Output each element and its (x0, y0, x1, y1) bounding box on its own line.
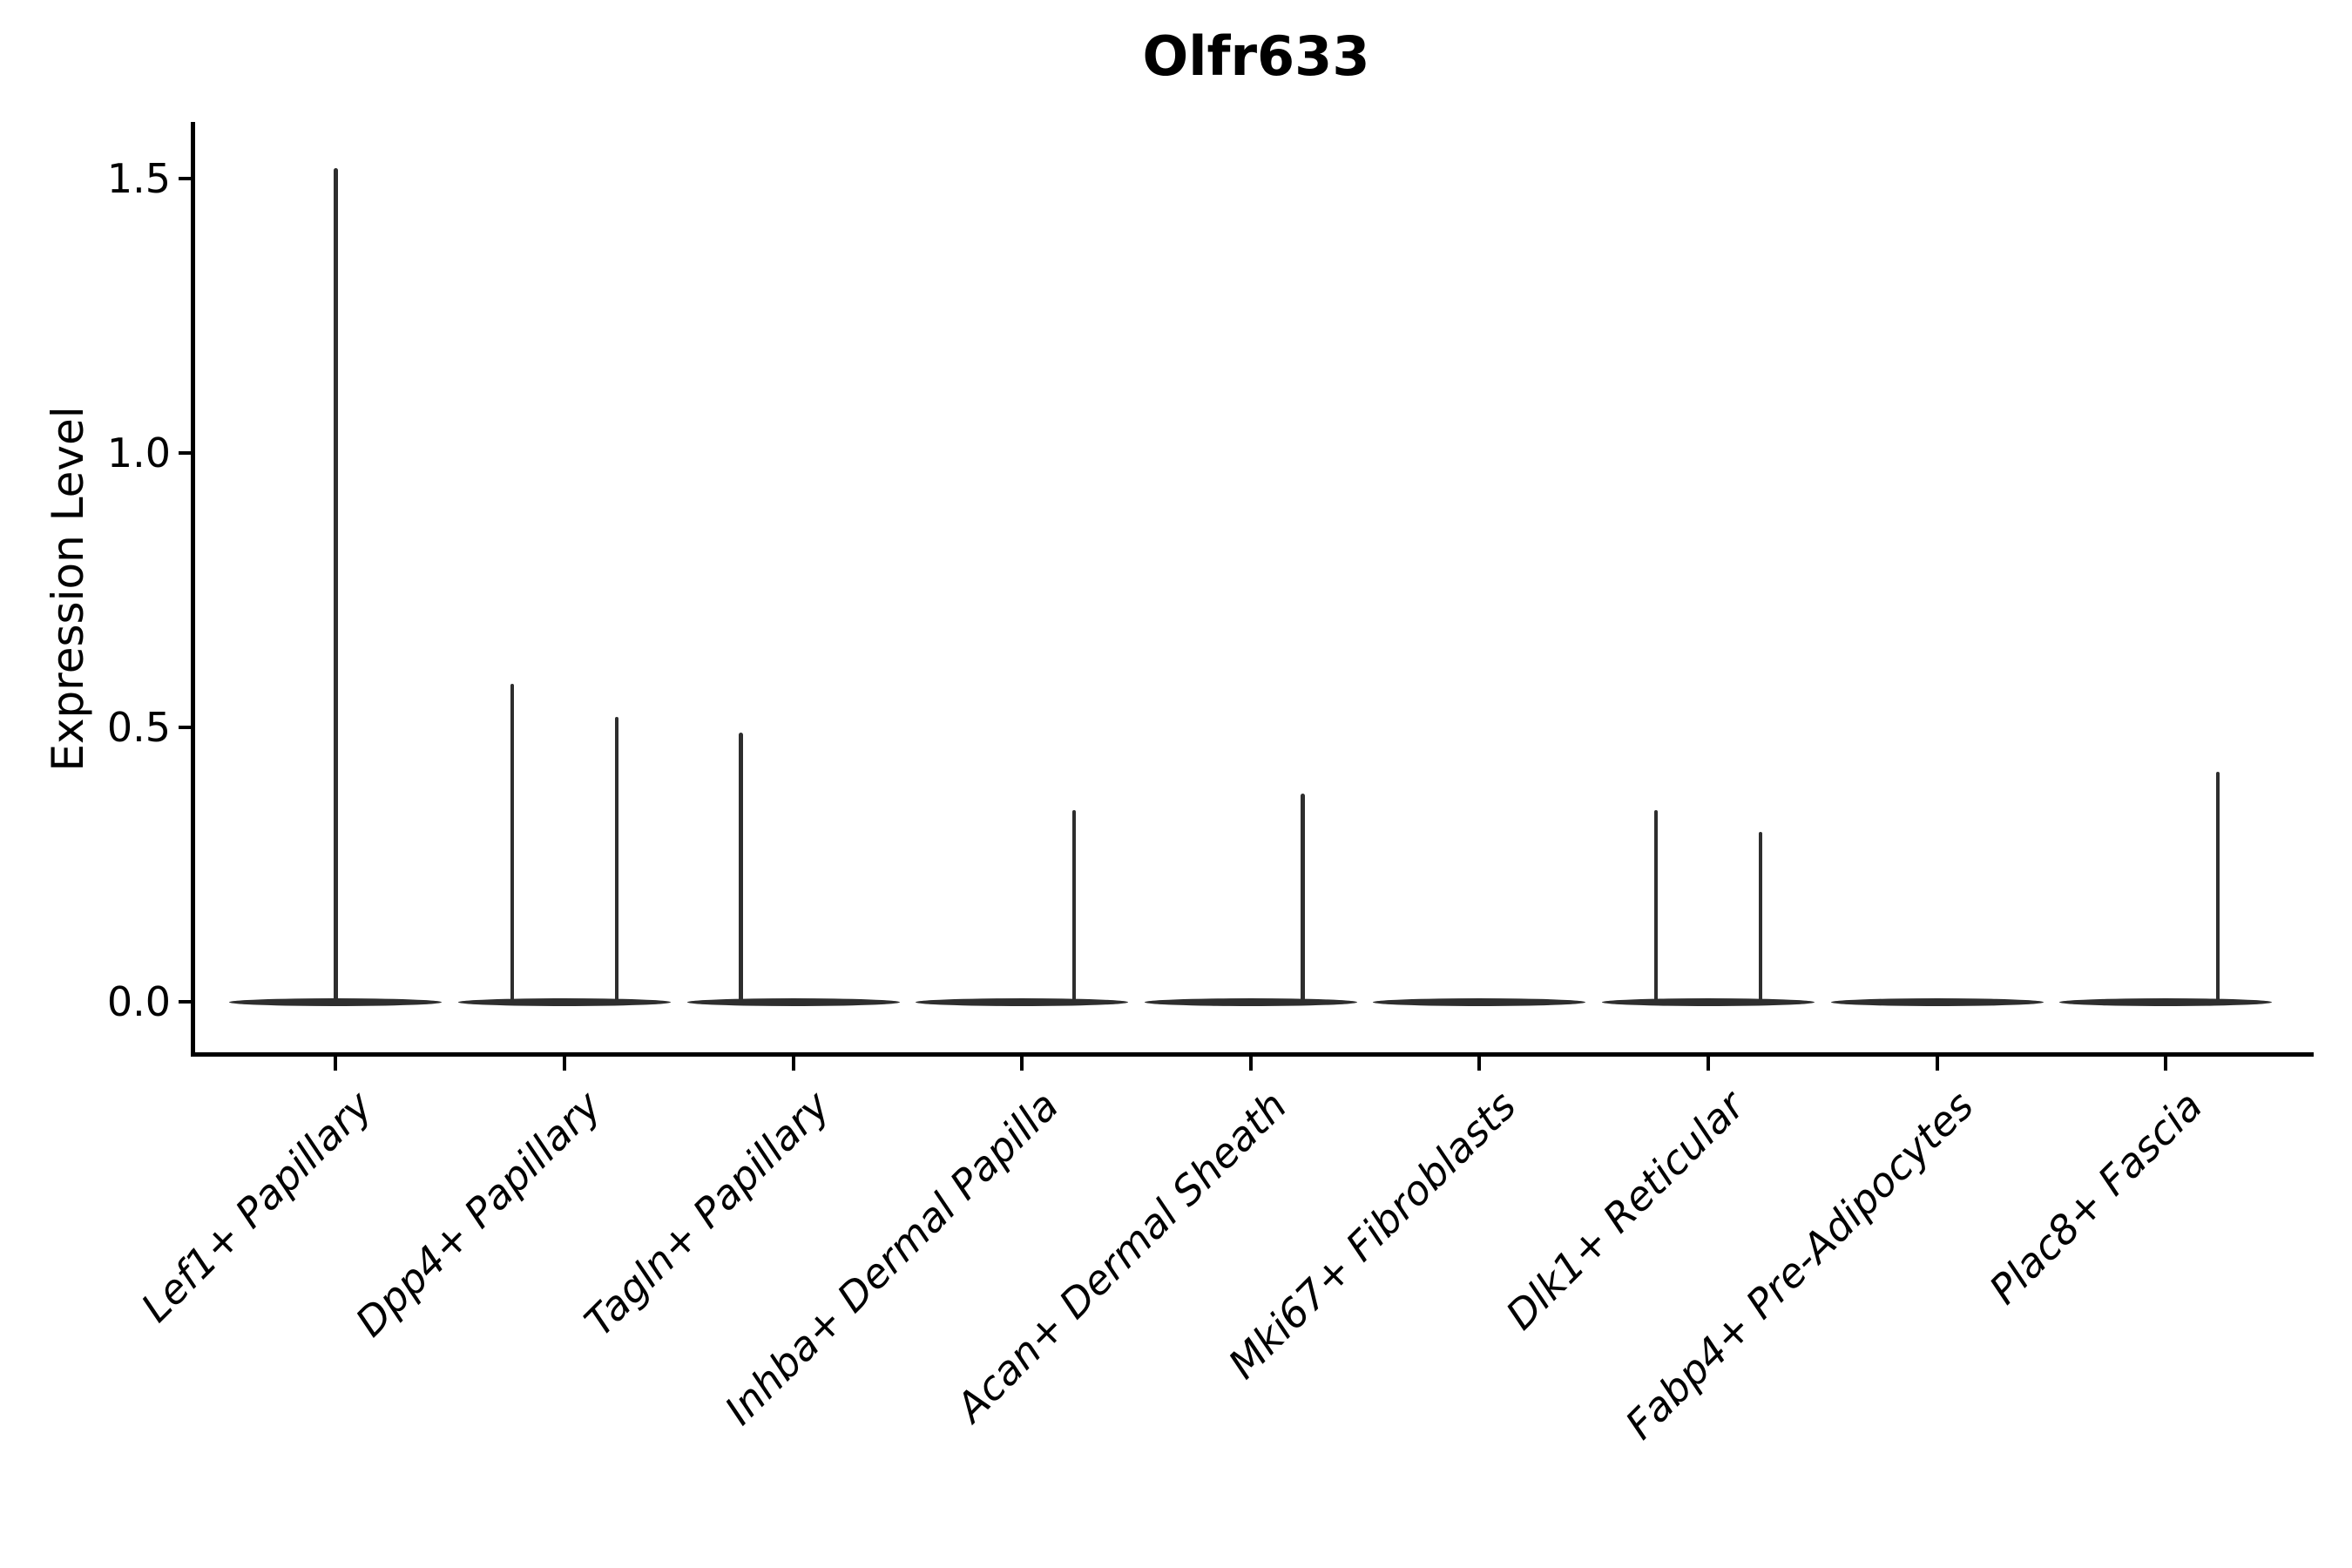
chart-title: Olfr633 (1142, 24, 1370, 88)
violin-spike (739, 733, 743, 1002)
x-tick-mark (1020, 1057, 1024, 1071)
violin-spike (614, 716, 619, 1002)
y-axis-label: Expression Level (43, 406, 93, 772)
x-tick-mark (791, 1057, 795, 1071)
x-tick-mark (562, 1057, 566, 1071)
x-tick-label: Dlk1+ Reticular (1497, 1082, 1754, 1339)
violin-body (1373, 997, 1586, 1006)
violin-body (1144, 997, 1357, 1006)
violin-spike (1071, 809, 1077, 1002)
x-axis-line (191, 1052, 2314, 1057)
violin-body (229, 997, 443, 1006)
violin-spike (2215, 771, 2220, 1002)
x-tick-mark (1477, 1057, 1482, 1071)
violin-spike (1758, 831, 1763, 1002)
x-tick-mark (1935, 1057, 1939, 1071)
violin-spike (334, 167, 338, 1002)
y-tick-label: 1.5 (106, 155, 171, 203)
y-tick-mark (179, 1000, 191, 1004)
violin-spike (1653, 809, 1659, 1002)
x-tick-mark (334, 1057, 338, 1071)
violin-body (1830, 997, 2044, 1006)
violin-body (2059, 997, 2273, 1006)
x-tick-label: Tagln+ Papillary (575, 1082, 839, 1346)
y-axis-line (191, 122, 195, 1057)
violin-body (916, 997, 1129, 1006)
y-tick-mark (179, 451, 191, 456)
violin-body (686, 997, 900, 1006)
y-tick-mark (179, 177, 191, 181)
violin-body (1601, 997, 1815, 1006)
y-tick-label: 0.5 (106, 704, 171, 752)
x-tick-mark (2164, 1057, 2168, 1071)
y-tick-label: 0.0 (106, 978, 171, 1025)
y-tick-label: 1.0 (106, 429, 171, 477)
x-tick-mark (1706, 1057, 1710, 1071)
y-tick-mark (179, 726, 191, 730)
x-tick-label: Lef1+ Papillary (132, 1082, 382, 1331)
violin-spike (1301, 793, 1305, 1002)
x-tick-label: Plac8+ Fascia (1979, 1082, 2212, 1314)
violin-spike (510, 683, 515, 1002)
violin-body (457, 997, 671, 1006)
x-tick-mark (1248, 1057, 1253, 1071)
x-tick-label: Dpp4+ Papillary (346, 1082, 611, 1346)
